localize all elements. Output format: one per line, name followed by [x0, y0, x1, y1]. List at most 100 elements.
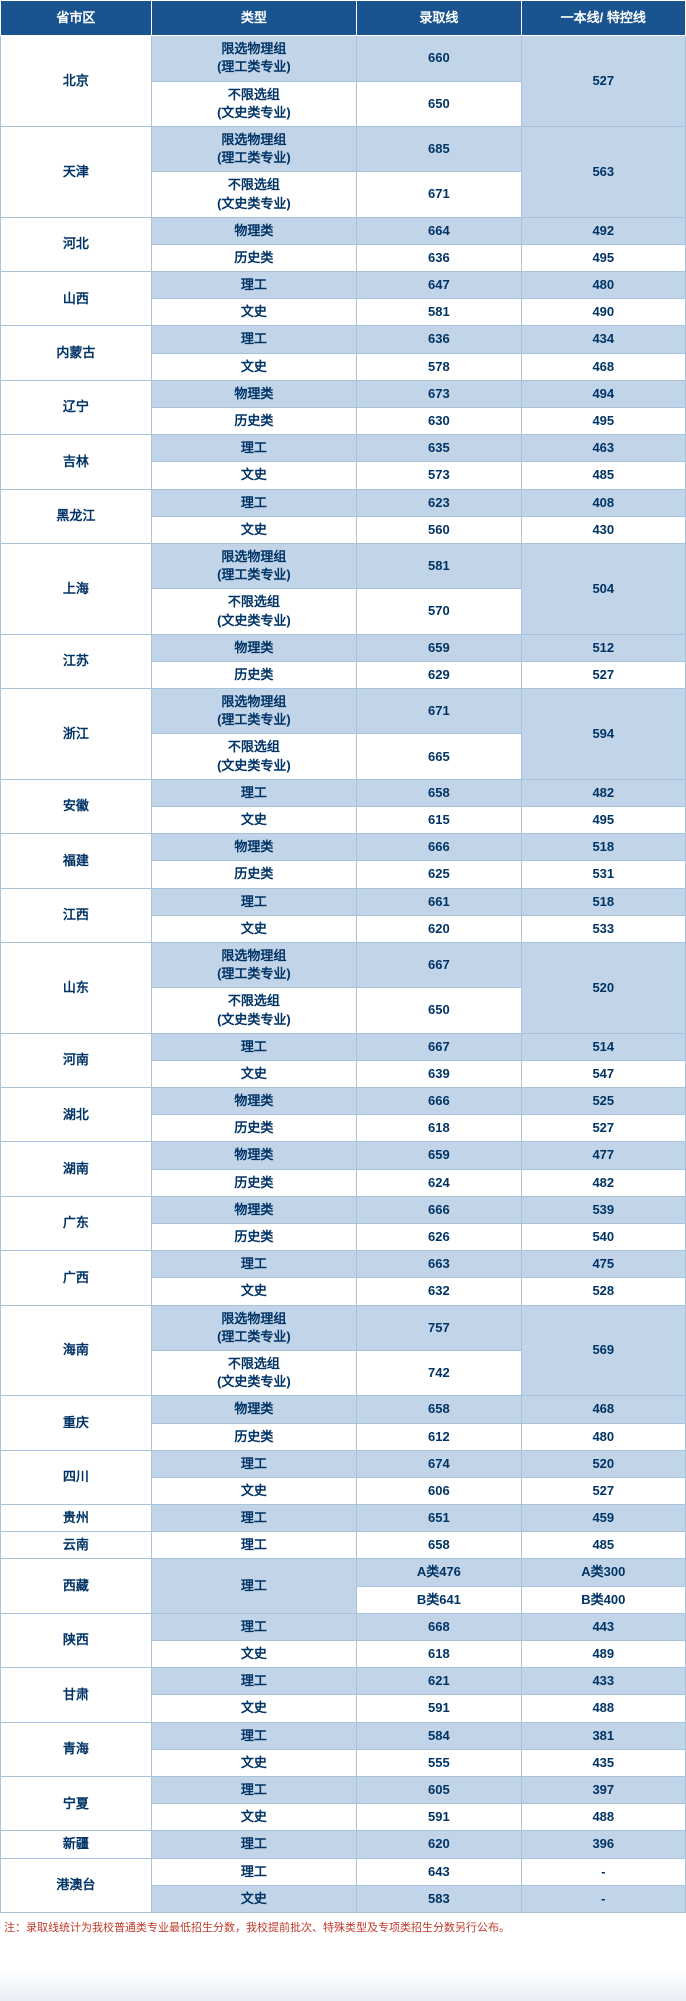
line-cell: 396: [521, 1831, 685, 1858]
table-row: 江苏物理类659512: [1, 634, 686, 661]
type-cell: 文史: [151, 1695, 357, 1722]
score-cell: 666: [357, 1196, 521, 1223]
score-cell: 584: [357, 1722, 521, 1749]
line-cell: 514: [521, 1033, 685, 1060]
score-cell: 615: [357, 807, 521, 834]
line-cell: 408: [521, 489, 685, 516]
score-cell: 632: [357, 1278, 521, 1305]
score-cell: 570: [357, 589, 521, 634]
province-cell: 吉林: [1, 435, 152, 489]
score-cell: 665: [357, 734, 521, 779]
line-cell: 527: [521, 661, 685, 688]
type-cell: 理工: [151, 1450, 357, 1477]
line-cell: 494: [521, 380, 685, 407]
province-cell: 山西: [1, 272, 152, 326]
type-cell: 理工: [151, 1251, 357, 1278]
score-cell: 668: [357, 1613, 521, 1640]
line-cell: 527: [521, 36, 685, 127]
line-cell: 520: [521, 1450, 685, 1477]
table-row: 湖北物理类666525: [1, 1088, 686, 1115]
table-row: 北京限选物理组(理工类专业)660527: [1, 36, 686, 81]
score-cell: 757: [357, 1305, 521, 1350]
table-row: 四川理工674520: [1, 1450, 686, 1477]
score-cell: 667: [357, 1033, 521, 1060]
type-cell: 理工: [151, 272, 357, 299]
footnote: 注：录取线统计为我校普通类专业最低招生分数，我校提前批次、特殊类型及专项类招生分…: [0, 1913, 686, 1941]
province-cell: 广西: [1, 1251, 152, 1305]
type-cell: 限选物理组(理工类专业): [151, 126, 357, 171]
type-cell: 历史类: [151, 1224, 357, 1251]
line-cell: 459: [521, 1505, 685, 1532]
line-cell: 480: [521, 272, 685, 299]
score-cell: 581: [357, 543, 521, 588]
type-cell: 限选物理组(理工类专业): [151, 689, 357, 734]
line-cell: 495: [521, 408, 685, 435]
header-line: 一本线/ 特控线: [521, 1, 685, 36]
score-cell: 573: [357, 462, 521, 489]
province-cell: 广东: [1, 1196, 152, 1250]
score-cell: 605: [357, 1776, 521, 1803]
province-cell: 海南: [1, 1305, 152, 1396]
province-cell: 新疆: [1, 1831, 152, 1858]
province-cell: 湖北: [1, 1088, 152, 1142]
line-cell: 434: [521, 326, 685, 353]
province-cell: 江西: [1, 888, 152, 942]
line-cell: 540: [521, 1224, 685, 1251]
table-row: 宁夏理工605397: [1, 1776, 686, 1803]
score-cell: 663: [357, 1251, 521, 1278]
score-cell: 621: [357, 1668, 521, 1695]
table-row: 广东物理类666539: [1, 1196, 686, 1223]
score-cell: 620: [357, 915, 521, 942]
province-cell: 河南: [1, 1033, 152, 1087]
table-row: 重庆物理类658468: [1, 1396, 686, 1423]
line-cell: 468: [521, 353, 685, 380]
header-score: 录取线: [357, 1, 521, 36]
score-cell: 658: [357, 1532, 521, 1559]
table-row: 上海限选物理组(理工类专业)581504: [1, 543, 686, 588]
line-cell: 539: [521, 1196, 685, 1223]
table-row: 河北物理类664492: [1, 217, 686, 244]
score-cell: 658: [357, 779, 521, 806]
line-cell: 518: [521, 888, 685, 915]
table-row: 江西理工661518: [1, 888, 686, 915]
type-cell: 理工: [151, 1559, 357, 1613]
score-cell: 673: [357, 380, 521, 407]
score-cell: 674: [357, 1450, 521, 1477]
type-cell: 文史: [151, 1749, 357, 1776]
type-cell: 理工: [151, 1613, 357, 1640]
type-cell: 不限选组(文史类专业): [151, 589, 357, 634]
type-cell: 文史: [151, 516, 357, 543]
province-cell: 山东: [1, 942, 152, 1033]
type-cell: 文史: [151, 353, 357, 380]
score-cell: 650: [357, 81, 521, 126]
score-cell: 612: [357, 1423, 521, 1450]
line-cell: 495: [521, 244, 685, 271]
score-cell: 618: [357, 1115, 521, 1142]
score-cell: 667: [357, 942, 521, 987]
type-cell: 历史类: [151, 1169, 357, 1196]
line-cell: 430: [521, 516, 685, 543]
line-cell: 433: [521, 1668, 685, 1695]
score-cell: 620: [357, 1831, 521, 1858]
score-cell: 624: [357, 1169, 521, 1196]
table-row: 广西理工663475: [1, 1251, 686, 1278]
type-cell: 理工: [151, 1033, 357, 1060]
table-row: 天津限选物理组(理工类专业)685563: [1, 126, 686, 171]
type-cell: 历史类: [151, 408, 357, 435]
province-cell: 福建: [1, 834, 152, 888]
table-row: 湖南物理类659477: [1, 1142, 686, 1169]
score-cell: 650: [357, 988, 521, 1033]
line-cell: A类300: [521, 1559, 685, 1586]
line-cell: 489: [521, 1641, 685, 1668]
type-cell: 不限选组(文史类专业): [151, 988, 357, 1033]
table-row: 青海理工584381: [1, 1722, 686, 1749]
line-cell: 518: [521, 834, 685, 861]
type-cell: 文史: [151, 1060, 357, 1087]
line-cell: B类400: [521, 1586, 685, 1613]
score-cell: 647: [357, 272, 521, 299]
province-cell: 内蒙古: [1, 326, 152, 380]
province-cell: 上海: [1, 543, 152, 634]
line-cell: 381: [521, 1722, 685, 1749]
score-cell: 583: [357, 1885, 521, 1912]
score-cell: 666: [357, 834, 521, 861]
